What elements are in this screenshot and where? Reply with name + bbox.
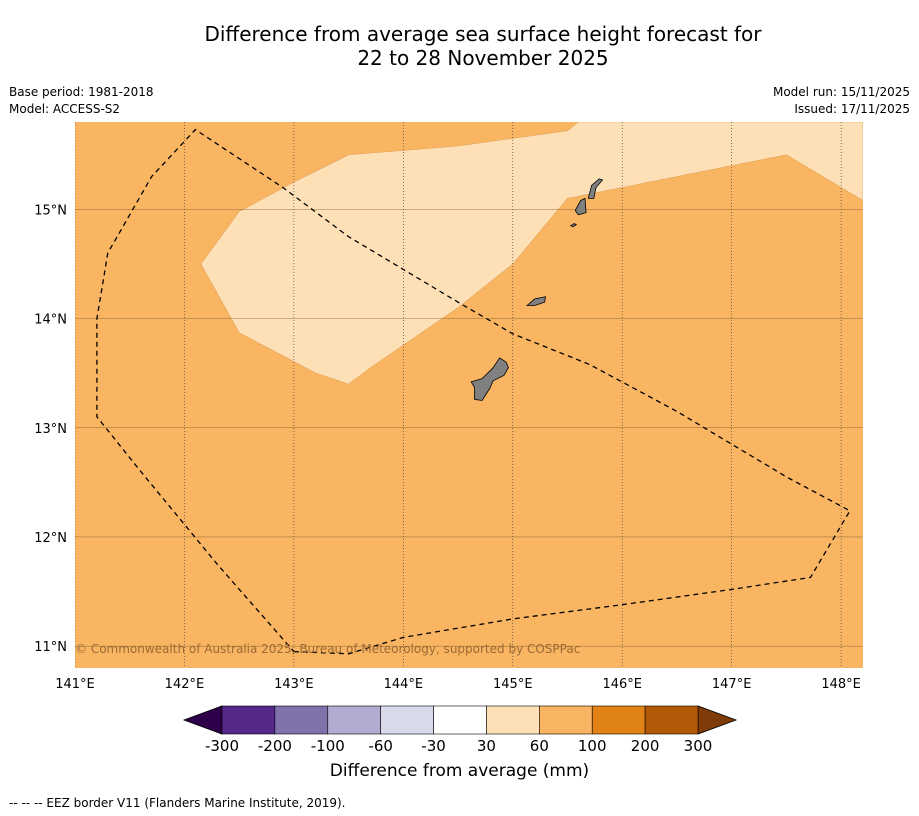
meta-left: Base period: 1981-2018 Model: ACCESS-S2	[9, 84, 154, 118]
colorbar-tick-label: 300	[684, 737, 713, 755]
model-name: Model: ACCESS-S2	[9, 102, 121, 116]
longitude-tick-label: 144°E	[384, 677, 424, 692]
colorbar-over-arrow	[697, 705, 738, 735]
colorbar-tick-label: -60	[368, 737, 393, 755]
colorbar-tick-label: 200	[631, 737, 660, 755]
longitude-tick-label: 148°E	[821, 677, 861, 692]
colorbar-bin	[539, 705, 593, 735]
colorbar-bin	[591, 705, 646, 735]
colorbar-bin	[644, 705, 699, 735]
chart-title: Difference from average sea surface heig…	[0, 22, 919, 70]
island-rota	[525, 296, 547, 306]
latitude-tick-label: 15°N	[34, 203, 67, 218]
longitude-tick-label: 147°E	[712, 677, 752, 692]
colorbar-tick-label: -200	[258, 737, 292, 755]
colorbar-tick-label: 100	[578, 737, 607, 755]
longitude-tick-label: 141°E	[55, 677, 95, 692]
issued-date: Issued: 17/11/2025	[794, 102, 910, 116]
latitude-tick-label: 14°N	[34, 313, 67, 328]
latitude-tick-label: 12°N	[34, 531, 67, 546]
colorbar-bin	[486, 705, 540, 735]
latitude-tick-labels: 11°N 12°N 13°N 14°N 15°N	[34, 203, 67, 655]
colorbar-bin	[221, 705, 276, 735]
graticule	[75, 122, 863, 668]
latitude-tick-label: 13°N	[34, 422, 67, 437]
base-period: Base period: 1981-2018	[9, 85, 154, 99]
colorbar-tick-label: -30	[421, 737, 446, 755]
longitude-tick-labels: 141°E 142°E 143°E 144°E 145°E 146°E 147°E 148°E	[55, 677, 861, 692]
copyright-notice: © Commonwealth of Australia 2025, Bureau…	[75, 642, 580, 656]
colorbar-bin	[433, 705, 487, 735]
longitude-tick-label: 143°E	[274, 677, 314, 692]
island-saipan	[587, 178, 604, 199]
islands	[470, 178, 604, 401]
longitude-tick-label: 142°E	[165, 677, 205, 692]
colorbar: -300 -200 -100 -60 -30 30 60 100 200 300	[182, 705, 738, 755]
colorbar-bin	[380, 705, 434, 735]
longitude-tick-label: 146°E	[602, 677, 642, 692]
colorbar-tick-label: 30	[477, 737, 496, 755]
title-line-1: Difference from average sea surface heig…	[204, 22, 762, 46]
model-run: Model run: 15/11/2025	[772, 85, 910, 99]
colorbar-tick-label: -100	[311, 737, 345, 755]
island-aguijan	[569, 223, 578, 228]
footer-note: -- -- -- EEZ border V11 (Flanders Marine…	[9, 796, 346, 810]
colorbar-bin	[327, 705, 381, 735]
latitude-tick-label: 11°N	[34, 640, 67, 655]
colorbar-label: Difference from average (mm)	[329, 761, 590, 781]
longitude-tick-label: 145°E	[493, 677, 533, 692]
colorbar-bin	[274, 705, 329, 735]
title-line-2: 22 to 28 November 2025	[357, 46, 609, 70]
colorbar-tick-label: 60	[530, 737, 549, 755]
colorbar-tick-label: -300	[205, 737, 239, 755]
island-guam	[470, 357, 509, 401]
colorbar-under-arrow	[182, 705, 223, 735]
meta-right: Model run: 15/11/2025 Issued: 17/11/2025	[773, 84, 910, 118]
eez-border	[96, 128, 851, 655]
island-tinian	[574, 197, 587, 216]
